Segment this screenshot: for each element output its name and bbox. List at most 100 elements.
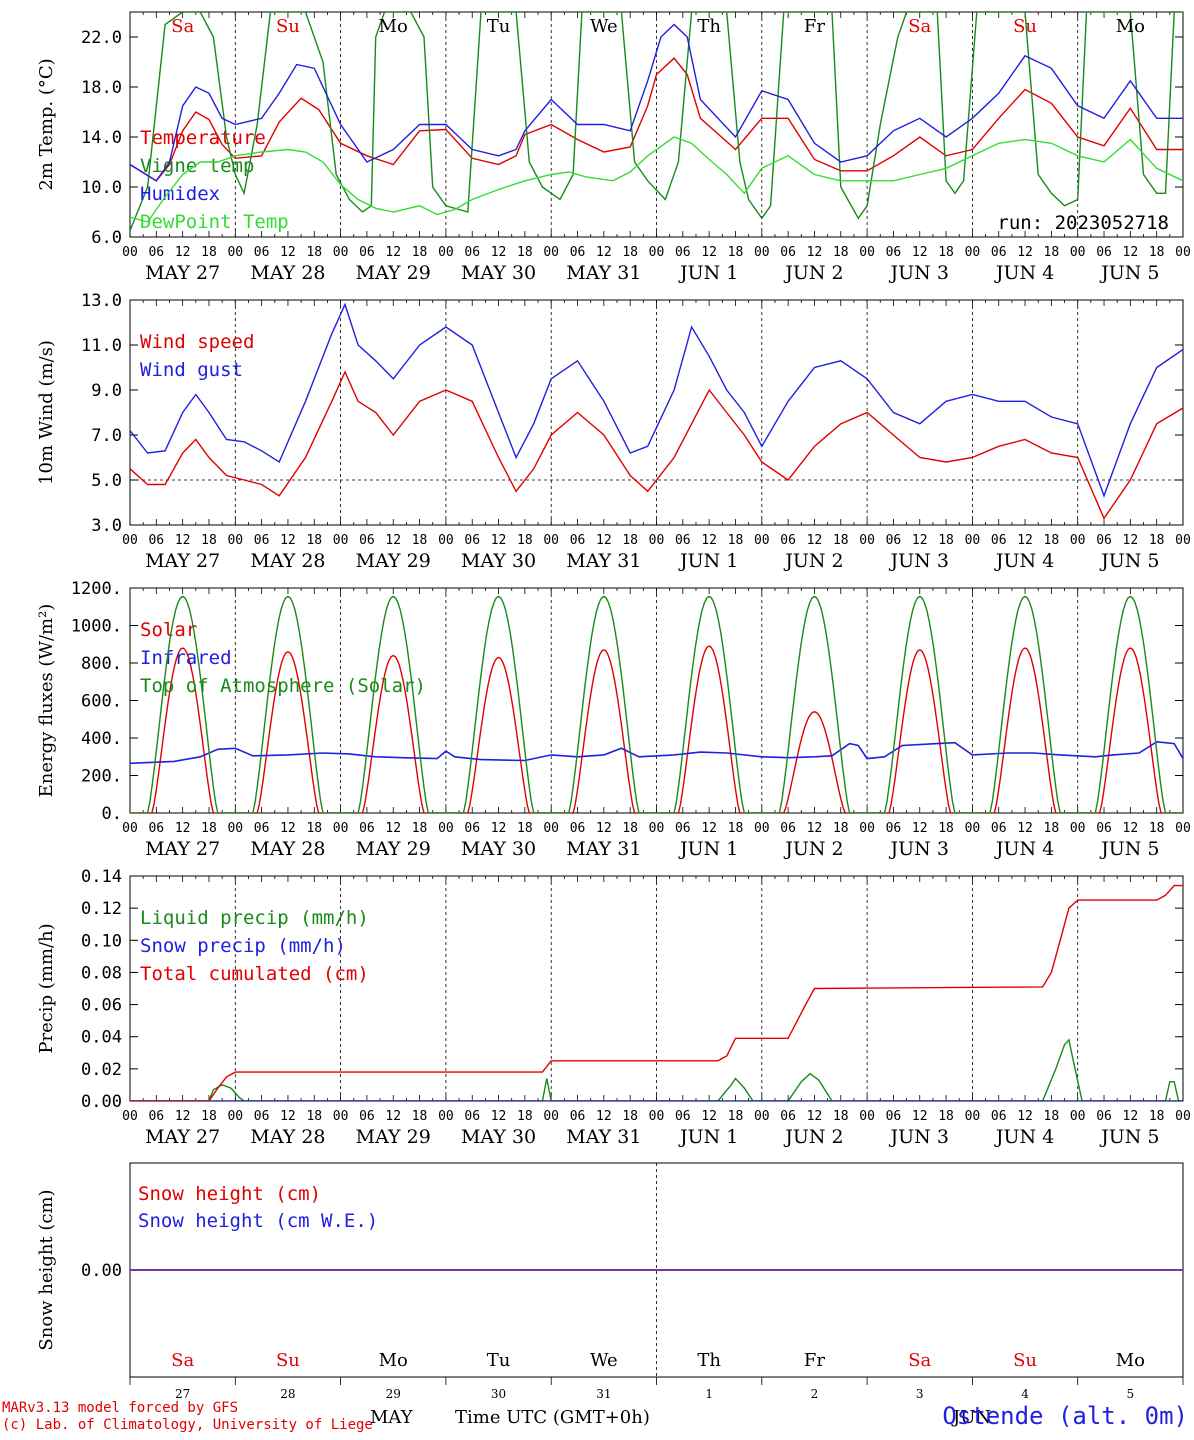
hour-tick-label: 12 xyxy=(596,1109,612,1124)
hour-tick-label: 06 xyxy=(359,533,375,548)
y-axis-label: Energy fluxes (W/m²) xyxy=(36,604,57,798)
hour-tick-label: 06 xyxy=(359,1109,375,1124)
series-line-wind-gust xyxy=(130,302,1183,498)
series-line-humidex xyxy=(130,23,1183,182)
hour-tick-label: 06 xyxy=(780,1109,796,1124)
hour-tick-label: 18 xyxy=(412,245,428,260)
hour-tick-label: 00 xyxy=(859,245,875,260)
y-tick-label: 6.0 xyxy=(91,228,122,248)
hour-tick-label: 12 xyxy=(807,245,823,260)
day-name-label: Mo xyxy=(379,1350,408,1371)
legend-label: Top of Atmosphere (Solar) xyxy=(140,675,426,697)
day-name-label: Mo xyxy=(1116,1350,1145,1371)
hour-tick-label: 12 xyxy=(596,533,612,548)
y-tick-label: 1200. xyxy=(71,579,122,599)
hour-tick-label: 18 xyxy=(728,533,744,548)
date-label: JUN 2 xyxy=(783,838,843,860)
hour-tick-label: 06 xyxy=(1096,821,1112,836)
hour-tick-label: 00 xyxy=(754,533,770,548)
date-label: JUN 4 xyxy=(994,262,1054,284)
hour-tick-label: 06 xyxy=(1096,533,1112,548)
date-label: JUN 2 xyxy=(783,550,843,572)
date-label: MAY 30 xyxy=(461,1126,536,1148)
y-tick-label: 800. xyxy=(81,654,122,674)
hour-tick-label: 12 xyxy=(807,821,823,836)
hour-tick-label: 12 xyxy=(1017,1109,1033,1124)
series-line-liquid-precip-mm-h- xyxy=(130,1038,1183,1101)
hour-tick-label: 00 xyxy=(754,1109,770,1124)
day-name-label: Th xyxy=(697,1350,721,1371)
hour-tick-label: 00 xyxy=(965,1109,981,1124)
day-name-label: Mo xyxy=(379,16,408,37)
day-name-label: We xyxy=(590,16,618,37)
legend-label: Vigne temp xyxy=(140,155,254,177)
hour-tick-label: 00 xyxy=(1175,245,1191,260)
hour-tick-label: 00 xyxy=(1175,821,1191,836)
date-label: MAY 27 xyxy=(145,1126,220,1148)
hour-tick-label: 00 xyxy=(1070,245,1086,260)
hour-tick-label: 18 xyxy=(833,1109,849,1124)
hour-tick-label: 12 xyxy=(912,821,928,836)
y-tick-label: 22.0 xyxy=(81,28,122,48)
hour-tick-label: 00 xyxy=(122,533,138,548)
y-tick-label: 14.0 xyxy=(81,128,122,148)
hour-tick-label: 12 xyxy=(1123,245,1139,260)
legend-label: Snow precip (mm/h) xyxy=(140,935,346,957)
hour-tick-label: 06 xyxy=(254,245,270,260)
series-line-wind-speed xyxy=(130,370,1183,520)
date-label: JUN 2 xyxy=(783,1126,843,1148)
hour-tick-label: 06 xyxy=(886,533,902,548)
hour-tick-label: 12 xyxy=(1017,821,1033,836)
hour-tick-label: 00 xyxy=(333,1109,349,1124)
hour-tick-label: 18 xyxy=(938,821,954,836)
model-credit: MARv3.13 model forced by GFS xyxy=(2,1400,239,1416)
hour-tick-label: 18 xyxy=(622,1109,638,1124)
legend-label: Snow height (cm W.E.) xyxy=(138,1210,378,1232)
date-label: MAY 29 xyxy=(356,262,431,284)
hour-tick-label: 12 xyxy=(912,1109,928,1124)
hour-tick-label: 12 xyxy=(280,533,296,548)
hour-tick-label: 00 xyxy=(543,533,559,548)
hour-tick-label: 06 xyxy=(991,245,1007,260)
date-label: MAY 27 xyxy=(145,262,220,284)
hour-tick-label: 12 xyxy=(701,245,717,260)
hour-tick-label: 00 xyxy=(1070,821,1086,836)
hour-tick-label: 06 xyxy=(148,245,164,260)
station-label: Ostende (alt. 0m) xyxy=(942,1402,1188,1430)
legend-label: DewPoint Temp xyxy=(140,211,289,233)
day-number-label: 3 xyxy=(916,1387,924,1401)
hour-tick-label: 06 xyxy=(148,533,164,548)
hour-tick-label: 18 xyxy=(306,1109,322,1124)
hour-tick-label: 06 xyxy=(359,245,375,260)
day-name-label: Fr xyxy=(804,1350,825,1371)
y-tick-label: 0.14 xyxy=(81,867,122,887)
date-label: JUN 1 xyxy=(678,838,738,860)
hour-tick-label: 18 xyxy=(1044,821,1060,836)
y-tick-label: 0.00 xyxy=(81,1261,122,1281)
hour-tick-label: 12 xyxy=(912,245,928,260)
day-name-label: Th xyxy=(697,16,721,37)
hour-tick-label: 18 xyxy=(1149,533,1165,548)
y-tick-label: 400. xyxy=(81,729,122,749)
series-line-temperature xyxy=(130,57,1183,182)
day-name-label: Su xyxy=(1013,16,1037,37)
hour-tick-label: 06 xyxy=(359,821,375,836)
hour-tick-label: 00 xyxy=(543,821,559,836)
legend-label: Snow height (cm) xyxy=(138,1183,321,1205)
y-tick-label: 11.0 xyxy=(81,336,122,356)
hour-tick-label: 00 xyxy=(859,1109,875,1124)
y-tick-label: 0. xyxy=(102,804,122,824)
hour-tick-label: 18 xyxy=(1149,245,1165,260)
hour-tick-label: 18 xyxy=(517,1109,533,1124)
hour-tick-label: 00 xyxy=(227,1109,243,1124)
y-axis-label: 10m Wind (m/s) xyxy=(36,340,57,485)
hour-tick-label: 12 xyxy=(385,1109,401,1124)
hour-tick-label: 00 xyxy=(543,245,559,260)
y-tick-label: 3.0 xyxy=(91,516,122,536)
hour-tick-label: 00 xyxy=(227,821,243,836)
hour-tick-label: 00 xyxy=(859,821,875,836)
hour-tick-label: 06 xyxy=(886,245,902,260)
series-line-solar xyxy=(130,645,1183,813)
date-label: MAY 31 xyxy=(566,1126,641,1148)
